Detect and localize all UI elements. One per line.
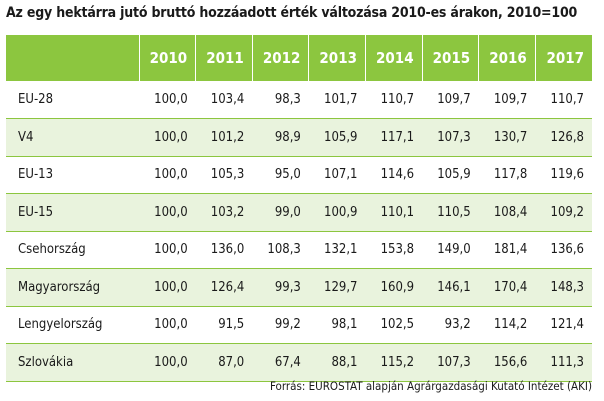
value-cell: 110,1 xyxy=(365,193,423,232)
year-header: 2017 xyxy=(534,35,592,81)
value-cell: 132,1 xyxy=(308,231,366,269)
value-cell: 126,8 xyxy=(535,118,592,157)
value-cell: 149,0 xyxy=(422,231,479,269)
value-cell: 114,2 xyxy=(478,306,536,344)
value-cell: 88,1 xyxy=(308,343,366,382)
value-cell: 98,9 xyxy=(252,118,309,157)
value-cell: 103,4 xyxy=(195,81,253,119)
value-cell: 160,9 xyxy=(365,268,423,307)
year-header: 2013 xyxy=(308,35,366,81)
value-cell: 146,1 xyxy=(422,268,479,307)
value-cell: 109,7 xyxy=(422,81,479,119)
value-cell: 170,4 xyxy=(478,268,536,307)
value-cell: 107,1 xyxy=(308,156,366,194)
table-row: Csehország 100,0 136,0 108,3 132,1 153,8 149,0… xyxy=(6,231,592,269)
value-cell: 136,6 xyxy=(535,231,592,269)
value-cell: 102,5 xyxy=(365,306,423,344)
value-cell: 129,7 xyxy=(308,268,366,307)
value-cell: 100,9 xyxy=(308,193,366,232)
value-cell: 100,0 xyxy=(139,156,196,194)
value-cell: 99,3 xyxy=(252,268,309,307)
table-row: Szlovákia 100,0 87,0 67,4 88,1 115,2 107,3 156,… xyxy=(6,343,592,382)
value-cell: 148,3 xyxy=(535,268,592,307)
row-label: EU-13 xyxy=(6,156,140,194)
value-cell: 100,0 xyxy=(139,343,196,382)
table-title: Az egy hektárra jutó bruttó hozzáadott é… xyxy=(6,5,578,21)
value-cell: 117,1 xyxy=(365,118,423,157)
year-header: 2016 xyxy=(478,35,536,81)
value-cell: 87,0 xyxy=(195,343,253,382)
value-cell: 107,3 xyxy=(422,118,479,157)
value-cell: 119,6 xyxy=(535,156,592,194)
row-label: Szlovákia xyxy=(6,343,140,382)
value-cell: 156,6 xyxy=(478,343,536,382)
value-cell: 108,4 xyxy=(478,193,536,232)
value-cell: 100,0 xyxy=(139,306,196,344)
value-cell: 130,7 xyxy=(478,118,536,157)
value-cell: 91,5 xyxy=(195,306,253,344)
value-cell: 114,6 xyxy=(365,156,423,194)
year-header: 2010 xyxy=(138,35,196,81)
row-label: Csehország xyxy=(6,231,140,269)
year-header: 2015 xyxy=(421,35,479,81)
value-cell: 67,4 xyxy=(252,343,309,382)
row-label: EU-15 xyxy=(6,193,140,232)
value-cell: 101,2 xyxy=(195,118,253,157)
value-cell: 108,3 xyxy=(252,231,309,269)
value-cell: 117,8 xyxy=(478,156,536,194)
table-row: Lengyelország 100,0 91,5 99,2 98,1 102,5 93,2 1… xyxy=(6,306,592,344)
row-label: V4 xyxy=(6,118,140,157)
data-table: 2010 2011 2012 2013 2014 2015 2016 2017 … xyxy=(6,35,592,382)
value-cell: 110,5 xyxy=(422,193,479,232)
value-cell: 105,9 xyxy=(308,118,366,157)
value-cell: 98,1 xyxy=(308,306,366,344)
value-cell: 107,3 xyxy=(422,343,479,382)
row-label: Magyarország xyxy=(6,268,140,307)
value-cell: 121,4 xyxy=(535,306,592,344)
table-row: EU-15 100,0 103,2 99,0 100,9 110,1 110,5 108,4 1… xyxy=(6,193,592,232)
table-row: Magyarország 100,0 126,4 99,3 129,7 160,9 146,… xyxy=(6,268,592,307)
value-cell: 93,2 xyxy=(422,306,479,344)
value-cell: 110,7 xyxy=(365,81,423,119)
year-header: 2014 xyxy=(364,35,423,81)
value-cell: 100,0 xyxy=(139,268,196,307)
value-cell: 100,0 xyxy=(139,81,196,119)
header-row: 2010 2011 2012 2013 2014 2015 2016 2017 xyxy=(6,35,592,81)
value-cell: 103,2 xyxy=(195,193,253,232)
value-cell: 111,3 xyxy=(535,343,592,382)
value-cell: 101,7 xyxy=(308,81,366,119)
row-label: EU-28 xyxy=(6,81,140,119)
table-row: EU-13 100,0 105,3 95,0 107,1 114,6 105,9 117,8 1… xyxy=(6,156,592,194)
value-cell: 153,8 xyxy=(365,231,423,269)
value-cell: 98,3 xyxy=(252,81,309,119)
value-cell: 105,3 xyxy=(195,156,253,194)
table-body: EU-28 100,0 103,4 98,3 101,7 110,7 109,7 109,7 1… xyxy=(6,81,592,382)
table-row: EU-28 100,0 103,4 98,3 101,7 110,7 109,7 109,7 1… xyxy=(6,81,592,119)
year-header: 2011 xyxy=(195,35,253,81)
value-cell: 115,2 xyxy=(365,343,423,382)
value-cell: 100,0 xyxy=(139,231,196,269)
value-cell: 99,2 xyxy=(252,306,309,344)
value-cell: 181,4 xyxy=(478,231,536,269)
table-row: V4 100,0 101,2 98,9 105,9 117,1 107,3 130,7 126,… xyxy=(6,118,592,157)
year-header: 2012 xyxy=(251,35,309,81)
value-cell: 136,0 xyxy=(195,231,253,269)
value-cell: 109,7 xyxy=(478,81,536,119)
value-cell: 105,9 xyxy=(422,156,479,194)
row-label: Lengyelország xyxy=(6,306,140,344)
value-cell: 100,0 xyxy=(139,118,196,157)
value-cell: 126,4 xyxy=(195,268,253,307)
header-label-cell xyxy=(6,35,139,81)
value-cell: 110,7 xyxy=(535,81,592,119)
value-cell: 109,2 xyxy=(535,193,592,232)
source-note: Forrás: EUROSTAT alapján Agrárgazdasági … xyxy=(269,379,592,393)
value-cell: 95,0 xyxy=(252,156,309,194)
value-cell: 100,0 xyxy=(139,193,196,232)
value-cell: 99,0 xyxy=(252,193,309,232)
